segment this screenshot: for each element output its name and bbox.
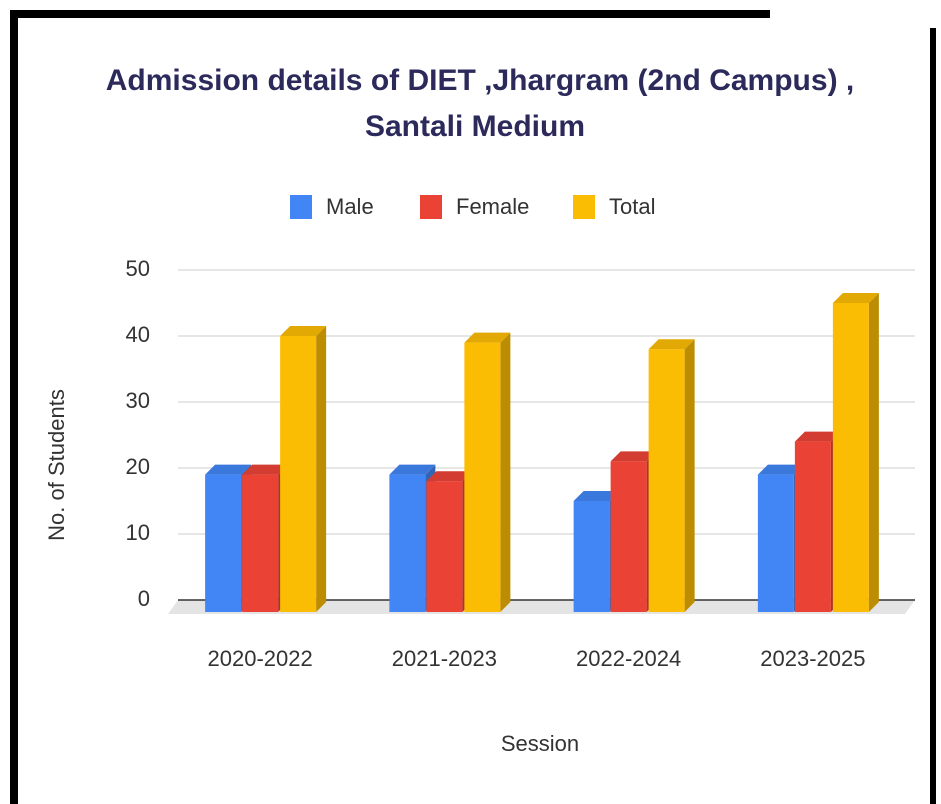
bar-face [280, 326, 327, 336]
bar-face [464, 342, 501, 612]
bar-face [280, 336, 317, 612]
bar-face [426, 471, 473, 482]
bar-face [868, 293, 879, 612]
bar-face [794, 441, 831, 612]
chart-subtitle: Santali Medium [365, 110, 585, 143]
bar-face [610, 461, 647, 612]
bar [280, 326, 327, 612]
bar-face [205, 474, 242, 612]
bar-face [389, 474, 426, 612]
bar-face [757, 464, 804, 475]
floor [168, 600, 915, 614]
y-tick-label: 20 [126, 454, 150, 479]
bar-face [684, 339, 695, 612]
legend-label: Total [609, 194, 655, 219]
frame-top [10, 10, 770, 18]
x-tick-label: 2021-2023 [392, 646, 497, 671]
y-tick-label: 0 [138, 586, 150, 611]
legend-swatch [290, 195, 312, 219]
y-axis-title: No. of Students [44, 389, 69, 541]
bar-face [573, 501, 610, 612]
x-axis-title: Session [501, 731, 579, 756]
bar-face [648, 339, 695, 350]
bar-face [832, 293, 879, 303]
y-tick-label: 10 [126, 520, 150, 545]
legend-swatch [573, 195, 595, 219]
bar-face [610, 451, 657, 462]
bar [648, 339, 695, 612]
bar-face [389, 464, 436, 475]
bar-face [500, 332, 511, 612]
bar-face [757, 474, 794, 612]
bar-face [242, 474, 279, 612]
bar-face [832, 303, 869, 612]
bar-face [426, 481, 463, 612]
bar-face [794, 431, 841, 442]
x-tick-label: 2020-2022 [208, 646, 313, 671]
legend-label: Female [456, 194, 529, 219]
legend-swatch [420, 195, 442, 219]
y-tick-label: 30 [126, 388, 150, 413]
bar-face [464, 332, 511, 343]
frame-left [10, 10, 18, 804]
bar-face [573, 491, 620, 501]
bar [464, 332, 511, 612]
y-tick-label: 40 [126, 322, 150, 347]
bar-face [205, 464, 252, 475]
chart-title: Admission details of DIET ,Jhargram (2nd… [106, 64, 854, 97]
bar-face [316, 326, 327, 612]
bar-face [242, 464, 289, 475]
x-tick-label: 2022-2024 [576, 646, 681, 671]
bar-face [648, 349, 685, 612]
frame-right [930, 28, 936, 804]
x-tick-label: 2023-2025 [760, 646, 865, 671]
legend-label: Male [326, 194, 374, 219]
bar [832, 293, 879, 612]
y-tick-label: 50 [126, 256, 150, 281]
